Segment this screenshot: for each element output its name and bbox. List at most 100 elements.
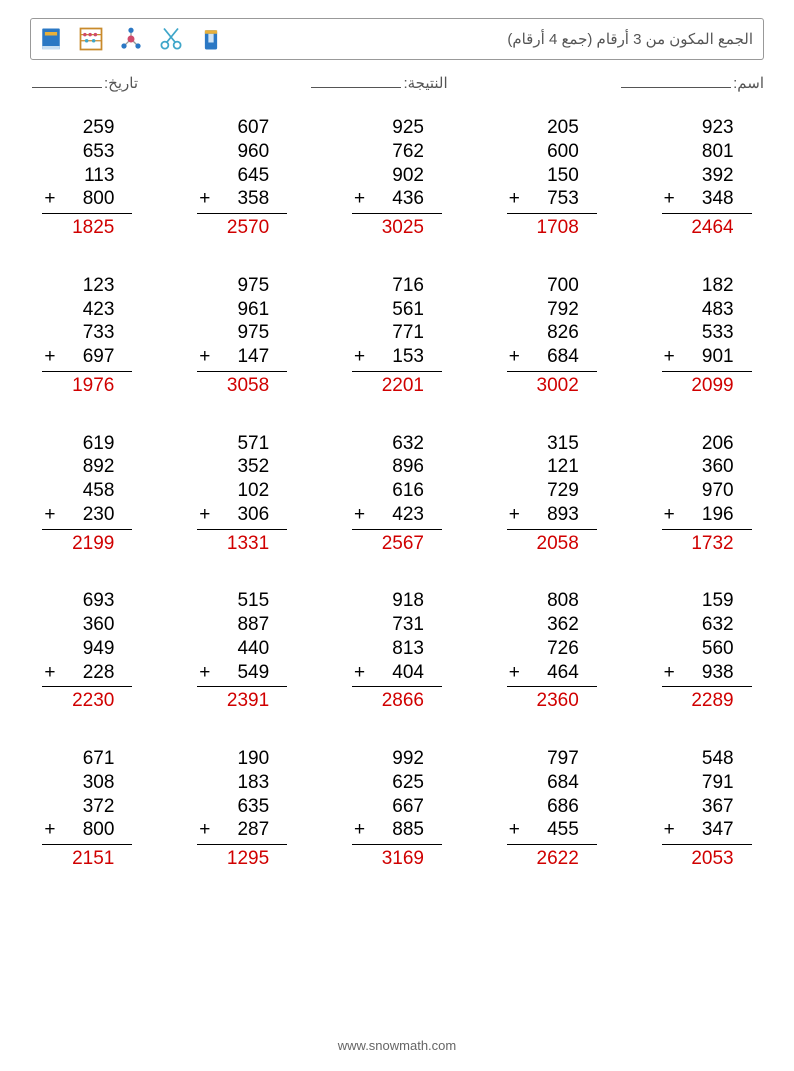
- addend: 792: [507, 298, 597, 322]
- problem: 2056001507531708: [507, 116, 597, 240]
- addend: 548: [662, 747, 752, 771]
- score-label: النتيجة:: [403, 74, 447, 92]
- answer: 1732: [662, 532, 752, 556]
- answer: 2201: [352, 374, 442, 398]
- addend-last: 800: [42, 187, 132, 211]
- problem: 9926256678853169: [352, 747, 442, 871]
- problem: 5487913673472053: [662, 747, 752, 871]
- rule-line: [197, 371, 287, 372]
- book-icon: [37, 25, 65, 53]
- addend: 423: [42, 298, 132, 322]
- sharpener-icon: [197, 25, 225, 53]
- problems-grid: 2596531138001825607960645358257092576290…: [30, 116, 764, 871]
- rule-line: [42, 213, 132, 214]
- rule-line: [42, 371, 132, 372]
- answer: 2622: [507, 847, 597, 871]
- addend-last: 697: [42, 345, 132, 369]
- addend: 315: [507, 432, 597, 456]
- problem: 9187318134042866: [352, 589, 442, 713]
- addend: 731: [352, 613, 442, 637]
- rule-line: [662, 686, 752, 687]
- problem: 1596325609382289: [662, 589, 752, 713]
- abacus-icon: [77, 25, 105, 53]
- addend: 902: [352, 164, 442, 188]
- addend: 352: [197, 455, 287, 479]
- addend: 892: [42, 455, 132, 479]
- rule-line: [42, 686, 132, 687]
- addend: 150: [507, 164, 597, 188]
- addend: 684: [507, 771, 597, 795]
- rule-line: [352, 686, 442, 687]
- answer: 2099: [662, 374, 752, 398]
- addend: 113: [42, 164, 132, 188]
- addend-last: 287: [197, 818, 287, 842]
- rule-line: [197, 686, 287, 687]
- rule-line: [662, 371, 752, 372]
- answer: 2058: [507, 532, 597, 556]
- addend: 102: [197, 479, 287, 503]
- problem: 7165617711532201: [352, 274, 442, 398]
- answer: 2199: [42, 532, 132, 556]
- name-line: [621, 74, 731, 88]
- addend: 625: [352, 771, 442, 795]
- problem: 7007928266843002: [507, 274, 597, 398]
- problem: 6198924582302199: [42, 432, 132, 556]
- addend: 726: [507, 637, 597, 661]
- addend: 970: [662, 479, 752, 503]
- answer: 2230: [42, 689, 132, 713]
- problem: 6713083728002151: [42, 747, 132, 871]
- problem: 9257629024363025: [352, 116, 442, 240]
- date-label: تاريخ:: [104, 74, 138, 92]
- answer: 2866: [352, 689, 442, 713]
- addend: 925: [352, 116, 442, 140]
- addend-last: 455: [507, 818, 597, 842]
- addend: 961: [197, 298, 287, 322]
- footer-url: www.snowmath.com: [0, 1038, 794, 1053]
- problem: 5158874405492391: [197, 589, 287, 713]
- addend: 797: [507, 747, 597, 771]
- addend-last: 153: [352, 345, 442, 369]
- score-line: [311, 74, 401, 88]
- addend: 949: [42, 637, 132, 661]
- problem: 8083627264642360: [507, 589, 597, 713]
- date-line: [32, 74, 102, 88]
- addend: 616: [352, 479, 442, 503]
- problem: 6079606453582570: [197, 116, 287, 240]
- addend: 360: [42, 613, 132, 637]
- addend-last: 196: [662, 503, 752, 527]
- addend: 992: [352, 747, 442, 771]
- addend-last: 800: [42, 818, 132, 842]
- scissors-icon: [157, 25, 185, 53]
- addend: 458: [42, 479, 132, 503]
- addend: 700: [507, 274, 597, 298]
- rule-line: [507, 686, 597, 687]
- addend: 771: [352, 321, 442, 345]
- date-field: تاريخ:: [30, 74, 138, 92]
- header-icons: [37, 25, 225, 53]
- addend: 571: [197, 432, 287, 456]
- rule-line: [662, 529, 752, 530]
- addend: 653: [42, 140, 132, 164]
- name-field: اسم:: [619, 74, 764, 92]
- addend: 686: [507, 795, 597, 819]
- addend: 667: [352, 795, 442, 819]
- addend-last: 938: [662, 661, 752, 685]
- addend: 483: [662, 298, 752, 322]
- addend: 183: [197, 771, 287, 795]
- problem: 3151217298932058: [507, 432, 597, 556]
- addend-last: 549: [197, 661, 287, 685]
- addend: 801: [662, 140, 752, 164]
- form-fields: اسم: النتيجة: تاريخ:: [30, 74, 764, 92]
- rule-line: [352, 371, 442, 372]
- header: الجمع المكون من 3 أرقام (جمع 4 أرقام): [30, 18, 764, 60]
- addend: 362: [507, 613, 597, 637]
- rule-line: [197, 213, 287, 214]
- rule-line: [352, 844, 442, 845]
- addend: 975: [197, 321, 287, 345]
- addend: 632: [352, 432, 442, 456]
- addend: 813: [352, 637, 442, 661]
- addend: 716: [352, 274, 442, 298]
- rule-line: [42, 844, 132, 845]
- addend: 887: [197, 613, 287, 637]
- addend-last: 404: [352, 661, 442, 685]
